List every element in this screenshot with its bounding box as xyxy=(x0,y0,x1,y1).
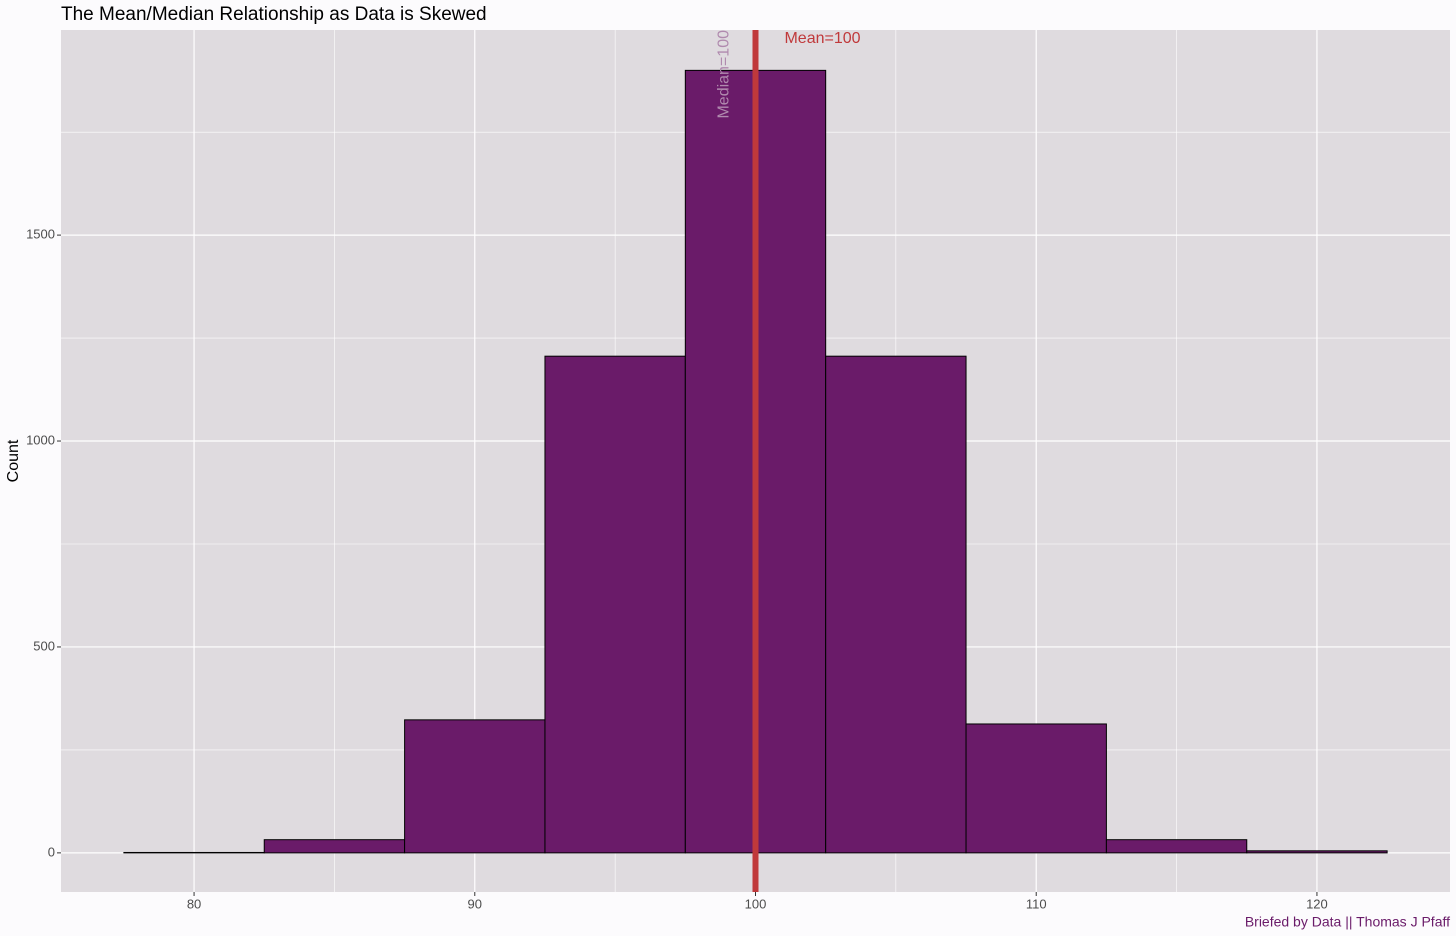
x-tick-label: 100 xyxy=(745,896,767,911)
x-tick-label: 90 xyxy=(468,896,482,911)
bar xyxy=(544,355,686,854)
bar xyxy=(1105,839,1248,854)
bar xyxy=(263,839,406,854)
bar xyxy=(1246,850,1388,854)
y-axis-label: Count xyxy=(5,439,22,482)
median-label: Median=100 xyxy=(716,30,733,119)
y-tick-label: 0 xyxy=(48,844,55,859)
x-tick-label: 80 xyxy=(187,896,201,911)
y-tick-label: 1000 xyxy=(26,432,55,447)
chart-title: The Mean/Median Relationship as Data is … xyxy=(61,4,487,25)
y-tick-label: 500 xyxy=(33,638,55,653)
mean-label: Mean=100 xyxy=(784,30,860,47)
x-tick-label: 120 xyxy=(1306,896,1328,911)
x-tick-label: 110 xyxy=(1026,896,1047,911)
bar xyxy=(404,719,546,854)
y-tick-label: 1500 xyxy=(26,227,55,242)
bar xyxy=(965,723,1107,854)
caption: Briefed by Data || Thomas J Pfaff xyxy=(1245,914,1450,930)
bar xyxy=(825,355,967,854)
